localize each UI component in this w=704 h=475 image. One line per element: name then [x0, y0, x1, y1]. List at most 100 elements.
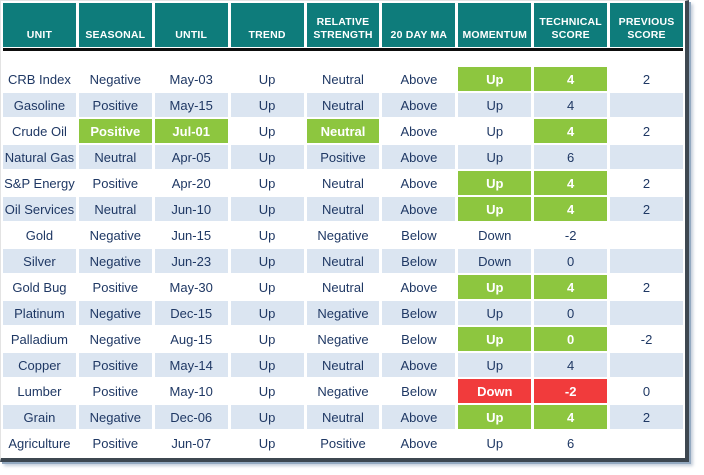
column-header-technical-score: TECHNICAL SCORE — [534, 3, 608, 47]
cell: Jun-10 — [154, 197, 228, 221]
unit-cell: Grain — [3, 405, 76, 429]
cell: Neutral — [78, 145, 152, 169]
cell: Above — [382, 431, 456, 455]
cell: Up — [230, 197, 304, 221]
cell: Aug-15 — [154, 327, 228, 351]
cell: Up — [230, 275, 304, 299]
column-header-momentum: MOMENTUM — [458, 3, 532, 47]
cell: Up — [230, 223, 304, 247]
unit-cell: Agriculture — [3, 431, 76, 455]
cell: Negative — [78, 327, 152, 351]
cell: Above — [382, 119, 456, 143]
cell: Above — [382, 171, 456, 195]
cell: Up — [458, 431, 532, 455]
cell: Up — [230, 405, 304, 429]
column-header-20-day-ma: 20 DAY MA — [382, 3, 456, 47]
cell: Apr-05 — [154, 145, 228, 169]
cell: Down — [458, 379, 532, 403]
cell: Positive — [306, 145, 380, 169]
cell: Neutral — [306, 119, 380, 143]
cell: 4 — [534, 275, 608, 299]
cell: Apr-20 — [154, 171, 228, 195]
cell: Up — [458, 67, 532, 91]
cell: Positive — [78, 275, 152, 299]
cell: Above — [382, 405, 456, 429]
cell: Jun-15 — [154, 223, 228, 247]
cell: 0 — [610, 379, 683, 403]
cell: 2 — [610, 405, 683, 429]
cell: Neutral — [306, 405, 380, 429]
cell: Positive — [78, 93, 152, 117]
cell: Above — [382, 67, 456, 91]
cell: 4 — [534, 197, 608, 221]
cell: 2 — [610, 171, 683, 195]
unit-cell: Copper — [3, 353, 76, 377]
cell: Up — [230, 327, 304, 351]
cell: 0 — [534, 327, 608, 351]
cell: Up — [458, 275, 532, 299]
cell: Above — [382, 93, 456, 117]
photo-frame: UNIT SEASONAL UNTIL TREND RELATIVE STRENGTH 2… — [0, 0, 689, 462]
cell: Neutral — [306, 275, 380, 299]
cell: May-03 — [154, 67, 228, 91]
cell: May-14 — [154, 353, 228, 377]
cell — [610, 353, 683, 377]
cell: Up — [458, 353, 532, 377]
cell: 0 — [534, 249, 608, 273]
cell: Above — [382, 145, 456, 169]
cell: Negative — [78, 67, 152, 91]
unit-cell: Platinum — [3, 301, 76, 325]
cell: Up — [230, 301, 304, 325]
unit-cell: Oil Services — [3, 197, 76, 221]
cell: Positive — [306, 431, 380, 455]
column-header-seasonal: SEASONAL — [78, 3, 152, 47]
cell — [610, 145, 683, 169]
cell: Positive — [78, 119, 152, 143]
commodity-table-body: CRB Index Negative May-03 Up Neutral Above Up 4… — [3, 67, 683, 455]
cell: Down — [458, 223, 532, 247]
unit-cell: CRB Index — [3, 67, 76, 91]
cell: Up — [230, 353, 304, 377]
cell: 2 — [610, 197, 683, 221]
unit-cell: Palladium — [3, 327, 76, 351]
unit-cell: Gold — [3, 223, 76, 247]
cell: Positive — [78, 379, 152, 403]
cell: 2 — [610, 119, 683, 143]
cell: Above — [382, 197, 456, 221]
unit-cell: Lumber — [3, 379, 76, 403]
cell: Above — [382, 353, 456, 377]
cell: Negative — [306, 379, 380, 403]
cell: May-10 — [154, 379, 228, 403]
cell: Up — [458, 119, 532, 143]
column-header-unit: UNIT — [3, 3, 76, 47]
header-spacer — [3, 51, 683, 67]
cell: May-30 — [154, 275, 228, 299]
cell: Up — [230, 93, 304, 117]
cell: Neutral — [306, 197, 380, 221]
cell: Up — [230, 67, 304, 91]
cell: 4 — [534, 93, 608, 117]
cell: Above — [382, 275, 456, 299]
cell: Up — [458, 93, 532, 117]
cell — [610, 431, 683, 455]
cell: Dec-15 — [154, 301, 228, 325]
cell — [610, 301, 683, 325]
cell: Below — [382, 301, 456, 325]
column-header-until: UNTIL — [154, 3, 228, 47]
cell: 4 — [534, 171, 608, 195]
cell: -2 — [610, 327, 683, 351]
cell: Neutral — [78, 197, 152, 221]
cell: Below — [382, 327, 456, 351]
cell: Dec-06 — [154, 405, 228, 429]
column-header-relative-strength: RELATIVE STRENGTH — [306, 3, 380, 47]
cell: 4 — [534, 353, 608, 377]
cell: Negative — [78, 223, 152, 247]
unit-cell: Silver — [3, 249, 76, 273]
cell: 2 — [610, 275, 683, 299]
cell: Neutral — [306, 67, 380, 91]
unit-cell: S&P Energy — [3, 171, 76, 195]
cell: Neutral — [306, 249, 380, 273]
cell: 6 — [534, 145, 608, 169]
cell: Up — [458, 171, 532, 195]
